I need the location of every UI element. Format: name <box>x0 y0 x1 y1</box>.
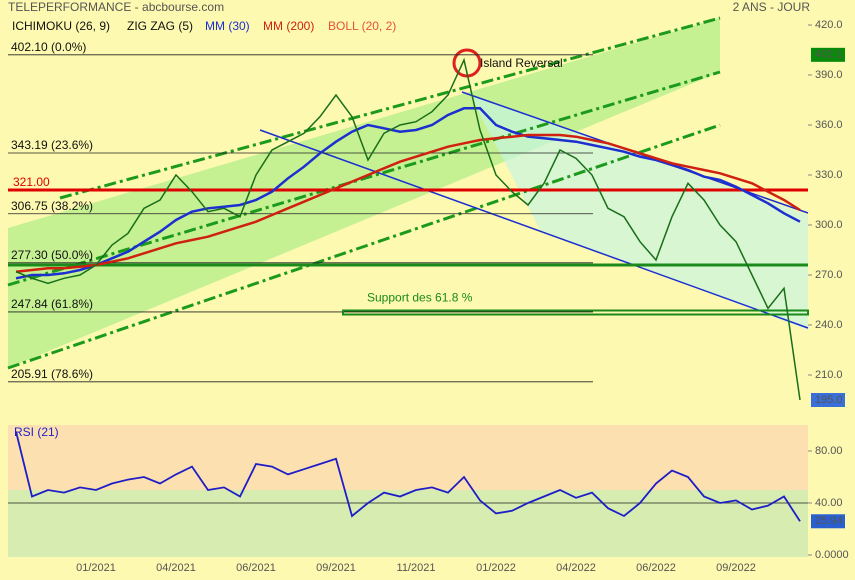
legend-entry: MM (30) <box>205 19 250 33</box>
y-tick-label: 270.0 <box>815 269 843 281</box>
x-tick-label: 01/2022 <box>476 562 516 574</box>
x-tick-label: 04/2021 <box>156 562 196 574</box>
rsi-title: RSI (21) <box>14 425 59 439</box>
period-label: 2 ANS - JOUR <box>733 0 811 14</box>
x-tick-label: 01/2021 <box>76 562 116 574</box>
y-tick-label: 0.0000 <box>815 549 849 561</box>
y-tick-label: 240.0 <box>815 319 843 331</box>
x-tick-label: 06/2021 <box>236 562 276 574</box>
fib-label: 277.30 (50.0%) <box>11 248 93 262</box>
line <box>15 133 801 273</box>
y-tick-label: 210.0 <box>815 369 843 381</box>
line <box>15 57 801 401</box>
horizontal-line-label: 321.00 <box>13 175 50 189</box>
channel-lines <box>7 16 721 370</box>
x-tick-label: 06/2022 <box>636 562 676 574</box>
y-tick-label: 420.0 <box>815 19 843 31</box>
down-channel-fill <box>470 95 808 330</box>
price-tag <box>811 393 845 407</box>
legend-entry: ICHIMOKU (26, 9) <box>12 19 110 33</box>
support-label: Support des 61.8 % <box>367 291 473 305</box>
y-tick-label: 300.0 <box>815 219 843 231</box>
legend-entry: MM (200) <box>263 19 314 33</box>
channel-fill <box>8 18 720 368</box>
y-tick-label: 360.0 <box>815 119 843 131</box>
rsi-oversold-zone <box>8 490 808 557</box>
support-zone <box>342 309 809 316</box>
x-tick-label: 09/2022 <box>716 562 756 574</box>
x-tick-label: 04/2022 <box>556 562 596 574</box>
price-tag-label: 402.1 <box>815 49 843 61</box>
fib-label: 205.91 (78.6%) <box>11 367 93 381</box>
price-tag-label: 195.0 <box>815 394 843 406</box>
x-tick-label: 09/2021 <box>316 562 356 574</box>
price-tag <box>811 47 845 62</box>
fib-label: 402.10 (0.0%) <box>11 40 86 54</box>
y-tick-label: 390.0 <box>815 69 843 81</box>
rsi-tag <box>811 514 845 529</box>
legend-entry: BOLL (20, 2) <box>328 19 396 33</box>
rsi-tag-label: 25.94 <box>815 515 843 527</box>
chart-title: TELEPERFORMANCE - abcbourse.com <box>8 0 224 14</box>
legend-entry: ZIG ZAG (5) <box>127 19 193 33</box>
line <box>15 107 801 280</box>
y-tick-label: 330.0 <box>815 169 843 181</box>
annotation: Island Reversal <box>480 56 563 70</box>
x-tick-label: 11/2021 <box>397 562 436 574</box>
y-tick-label: 80.00 <box>815 445 843 457</box>
line <box>15 431 801 522</box>
fib-label: 306.75 (38.2%) <box>11 199 93 213</box>
y-tick-label: 40.00 <box>815 497 843 509</box>
fib-label: 247.84 (61.8%) <box>11 297 93 311</box>
fib-label: 343.19 (23.6%) <box>11 138 93 152</box>
rsi-overbought-zone <box>8 425 808 490</box>
